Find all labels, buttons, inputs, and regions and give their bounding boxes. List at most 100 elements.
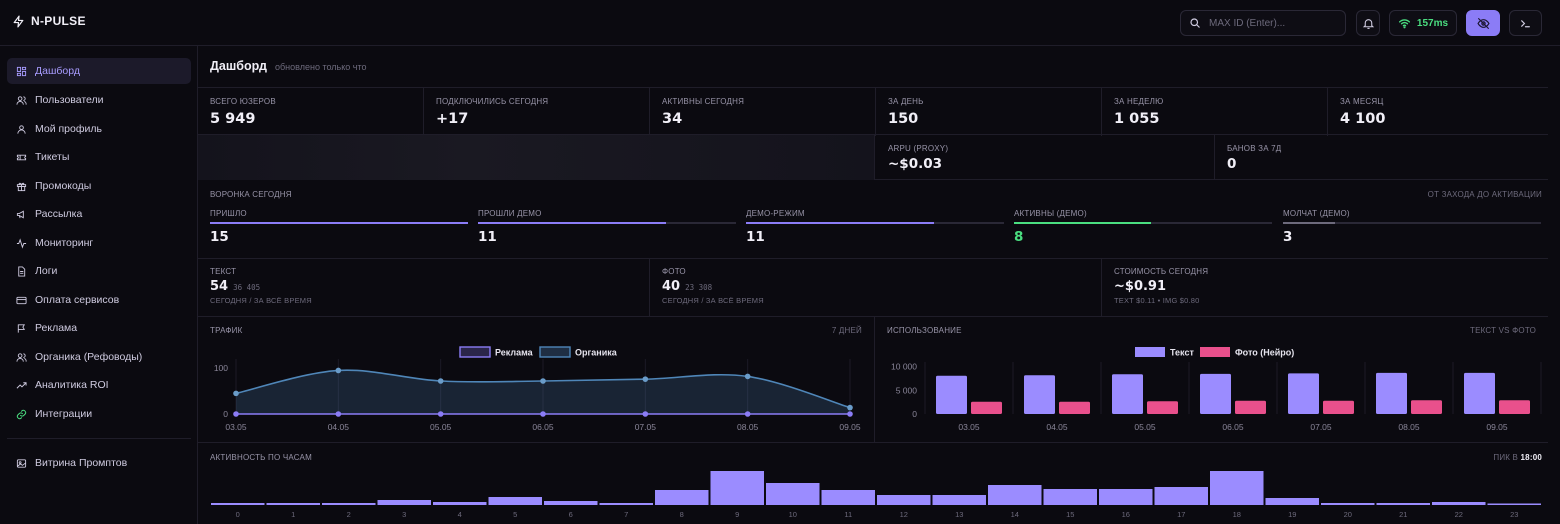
- organic-point: [847, 404, 853, 411]
- legend-swatch-organic: [539, 346, 571, 358]
- sidebar-item-tickets[interactable]: Тикеты: [7, 144, 191, 170]
- search-input[interactable]: [1209, 17, 1339, 29]
- sidebar-item-label: Органика (Рефоводы): [35, 351, 143, 363]
- hour-bar: [377, 500, 431, 505]
- hour-bar: [1321, 503, 1375, 505]
- top-bar: N-PULSE 157ms: [0, 0, 1560, 46]
- x-tick-label: 04.05: [1046, 422, 1068, 432]
- page-title: Дашборд: [210, 59, 267, 73]
- peak-label: ПИК В: [1493, 453, 1519, 462]
- bell-icon: [1362, 18, 1374, 29]
- photo-bar: [1147, 401, 1178, 414]
- terminal-button[interactable]: [1509, 10, 1542, 36]
- organic-point: [233, 390, 239, 397]
- stat-value: 150: [888, 111, 919, 127]
- sidebar-item-monitoring[interactable]: Мониторинг: [7, 230, 191, 256]
- hour-bar: [988, 485, 1042, 505]
- stat-value: +17: [436, 111, 469, 127]
- hourly-chart: 0 1 2 3 4 5 6 7 8 9 10 11 12 13 14 15 16 17 18 19 20 21 22 23: [211, 471, 1541, 519]
- usage-chart: 0 5 000 10 000 03.05 04.05 05.05 06.05 07.05 08.…: [891, 347, 1542, 432]
- ticket-icon: [16, 154, 27, 160]
- sidebar-item-dashboard[interactable]: Дашборд: [7, 58, 191, 84]
- stat-per-month: ЗА МЕСЯЦ 4 100: [1328, 88, 1548, 136]
- usage-chart-note: ТЕКСТ VS ФОТО: [1470, 326, 1536, 335]
- stat-label: ЗА НЕДЕЛЮ: [1114, 97, 1164, 106]
- hour-bar: [655, 490, 709, 505]
- funnel-step-bar: [478, 222, 736, 224]
- stat-value: 34: [662, 111, 683, 127]
- sidebar-item-ads[interactable]: Реклама: [7, 315, 191, 341]
- organic-point: [642, 376, 649, 382]
- sidebar-item-payments[interactable]: Оплата сервисов: [7, 287, 191, 313]
- hour-bar: [211, 503, 265, 505]
- sidebar-item-label: Реклама: [35, 322, 78, 334]
- funnel-step-value: 3: [1283, 229, 1293, 245]
- hour-bar: [322, 503, 376, 505]
- hour-bar: [1432, 502, 1486, 505]
- sidebar-item-organic[interactable]: Органика (Рефоводы): [7, 344, 191, 370]
- stat-value: ~$0.03: [888, 156, 943, 172]
- card-icon: [16, 296, 27, 304]
- activity-icon: [16, 237, 27, 249]
- stat-label: БАНОВ ЗА 7Д: [1227, 144, 1282, 153]
- sidebar-item-broadcast[interactable]: Рассылка: [7, 201, 191, 227]
- search-icon: [1190, 18, 1200, 28]
- sidebar-item-roi[interactable]: Аналитика ROI: [7, 372, 191, 398]
- sidebar-item-label: Аналитика ROI: [35, 379, 109, 391]
- sidebar-item-logs[interactable]: Логи: [7, 258, 191, 284]
- sidebar-item-profile[interactable]: Мой профиль: [7, 116, 191, 142]
- ads-point: [744, 411, 751, 417]
- legend-label-organic: Органика: [575, 348, 618, 358]
- usage-summary-row: ТЕКСТ 54 36 405 СЕГОДНЯ / ЗА ВСЁ ВРЕМЯ Ф…: [198, 259, 1548, 317]
- hour-bar: [544, 501, 598, 505]
- eye-off-icon: [1476, 17, 1490, 29]
- stat-value: 0: [1227, 156, 1237, 172]
- sidebar-item-label: Оплата сервисов: [35, 294, 120, 306]
- x-tick-label: 1: [291, 510, 295, 519]
- ping-indicator[interactable]: 157ms: [1389, 10, 1457, 36]
- privacy-toggle-button[interactable]: [1466, 10, 1500, 36]
- sidebar-item-label: Пользователи: [35, 94, 104, 106]
- sidebar-item-label: Интеграции: [35, 408, 93, 420]
- x-tick-label: 06.05: [532, 422, 554, 432]
- hour-bar: [1376, 503, 1430, 505]
- funnel-step-value: 15: [210, 229, 229, 245]
- ads-point: [642, 411, 649, 417]
- search-box[interactable]: [1180, 10, 1346, 36]
- funnel-title: ВОРОНКА СЕГОДНЯ: [210, 190, 292, 199]
- x-tick-label: 15: [1066, 510, 1074, 519]
- x-tick-label: 19: [1288, 510, 1296, 519]
- sidebar-item-integrations[interactable]: Интеграции: [7, 401, 191, 427]
- usage-panel: 0 5 000 10 000 03.05 04.05 05.05 06.05 07.05 08.…: [875, 317, 1548, 443]
- x-tick-label: 23: [1510, 510, 1518, 519]
- stat-value: 4 100: [1340, 111, 1386, 127]
- hour-bar: [1265, 498, 1319, 505]
- ping-value: 157ms: [1416, 17, 1449, 29]
- x-tick-label: 14: [1011, 510, 1019, 519]
- stat-label: ARPU (PROXY): [888, 144, 949, 153]
- hourly-title: АКТИВНОСТЬ ПО ЧАСАМ: [210, 453, 312, 462]
- hour-bar: [877, 495, 931, 505]
- hour-bar: [1099, 489, 1153, 505]
- sidebar-item-label: Мониторинг: [35, 237, 94, 249]
- x-tick-label: 0: [236, 510, 240, 519]
- notifications-button[interactable]: [1356, 10, 1380, 36]
- app-logo[interactable]: N-PULSE: [12, 14, 86, 28]
- usage-label: ТЕКСТ: [210, 267, 237, 276]
- lightning-icon: [13, 14, 24, 28]
- text-bar: [1464, 372, 1495, 414]
- funnel-step-label: ДЕМО-РЕЖИМ: [746, 209, 805, 218]
- text-bar: [1376, 372, 1407, 414]
- sidebar: Дашборд Пользователи Мой профиль Тикеты …: [0, 46, 198, 524]
- sidebar-item-prompt-showcase[interactable]: Витрина Промптов: [7, 450, 191, 476]
- stat-label: ЗА МЕСЯЦ: [1340, 97, 1384, 106]
- x-tick-label: 11: [844, 510, 852, 519]
- x-tick-label: 18: [1233, 510, 1241, 519]
- sidebar-item-users[interactable]: Пользователи: [7, 87, 191, 113]
- photo-bar: [1411, 400, 1442, 414]
- funnel-step-value: 11: [746, 229, 765, 245]
- sidebar-item-promocodes[interactable]: Промокоды: [7, 173, 191, 199]
- x-tick-label: 2: [347, 510, 351, 519]
- usage-label: ФОТО: [662, 267, 686, 276]
- funnel-step-label: МОЛЧАТ (ДЕМО): [1283, 209, 1350, 218]
